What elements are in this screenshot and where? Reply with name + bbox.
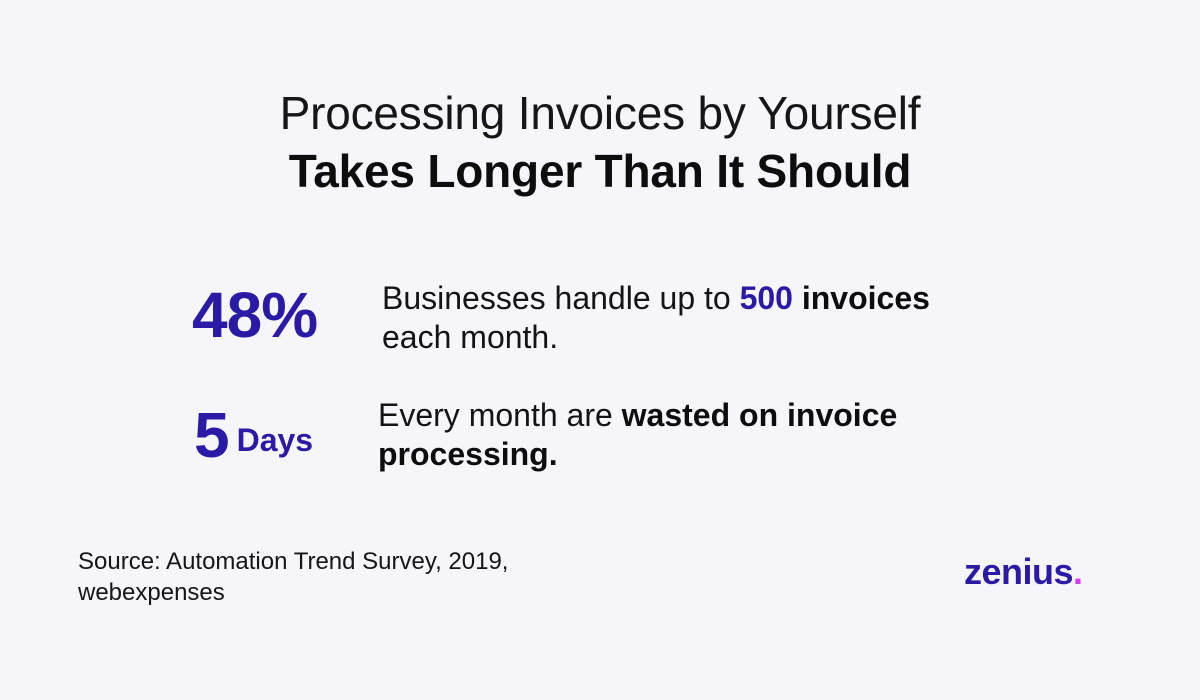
stat-2-text-part-1: Every month are (378, 397, 622, 433)
logo-wordmark: zenius (964, 551, 1074, 592)
stat-1-text-space (793, 280, 802, 316)
stat-1-bold-word: invoices (801, 280, 930, 316)
stat-2-value: 5 Days (194, 398, 364, 472)
stat-1-text-part-1: Businesses handle up to (382, 280, 740, 316)
stat-1-text-part-3: each month. (382, 319, 559, 355)
title-block: Processing Invoices by Yourself Takes Lo… (0, 84, 1200, 200)
stat-2-unit: Days (236, 422, 314, 458)
source-line-2: webexpenses (78, 579, 225, 606)
stat-2-bold-text: wasted on invoice processing. (378, 397, 898, 472)
stat-1-value: 48% (192, 279, 318, 351)
title-line-1: Processing Invoices by Yourself (279, 87, 921, 139)
stat-2-description: Every month are wasted on invoice proces… (378, 396, 1018, 474)
stat-1-description: Businesses handle up to 500 invoices eac… (382, 279, 1042, 357)
zenius-logo: zenius. (964, 548, 1134, 596)
title-line-2: Takes Longer Than It Should (288, 145, 912, 197)
source-note: Source: Automation Trend Survey, 2019, w… (78, 546, 638, 608)
source-line-1: Source: Automation Trend Survey, 2019, (78, 548, 509, 575)
logo-dot: . (1073, 551, 1083, 592)
stat-2-number: 5 (194, 399, 230, 471)
stat-1-highlight-number: 500 (739, 280, 793, 316)
